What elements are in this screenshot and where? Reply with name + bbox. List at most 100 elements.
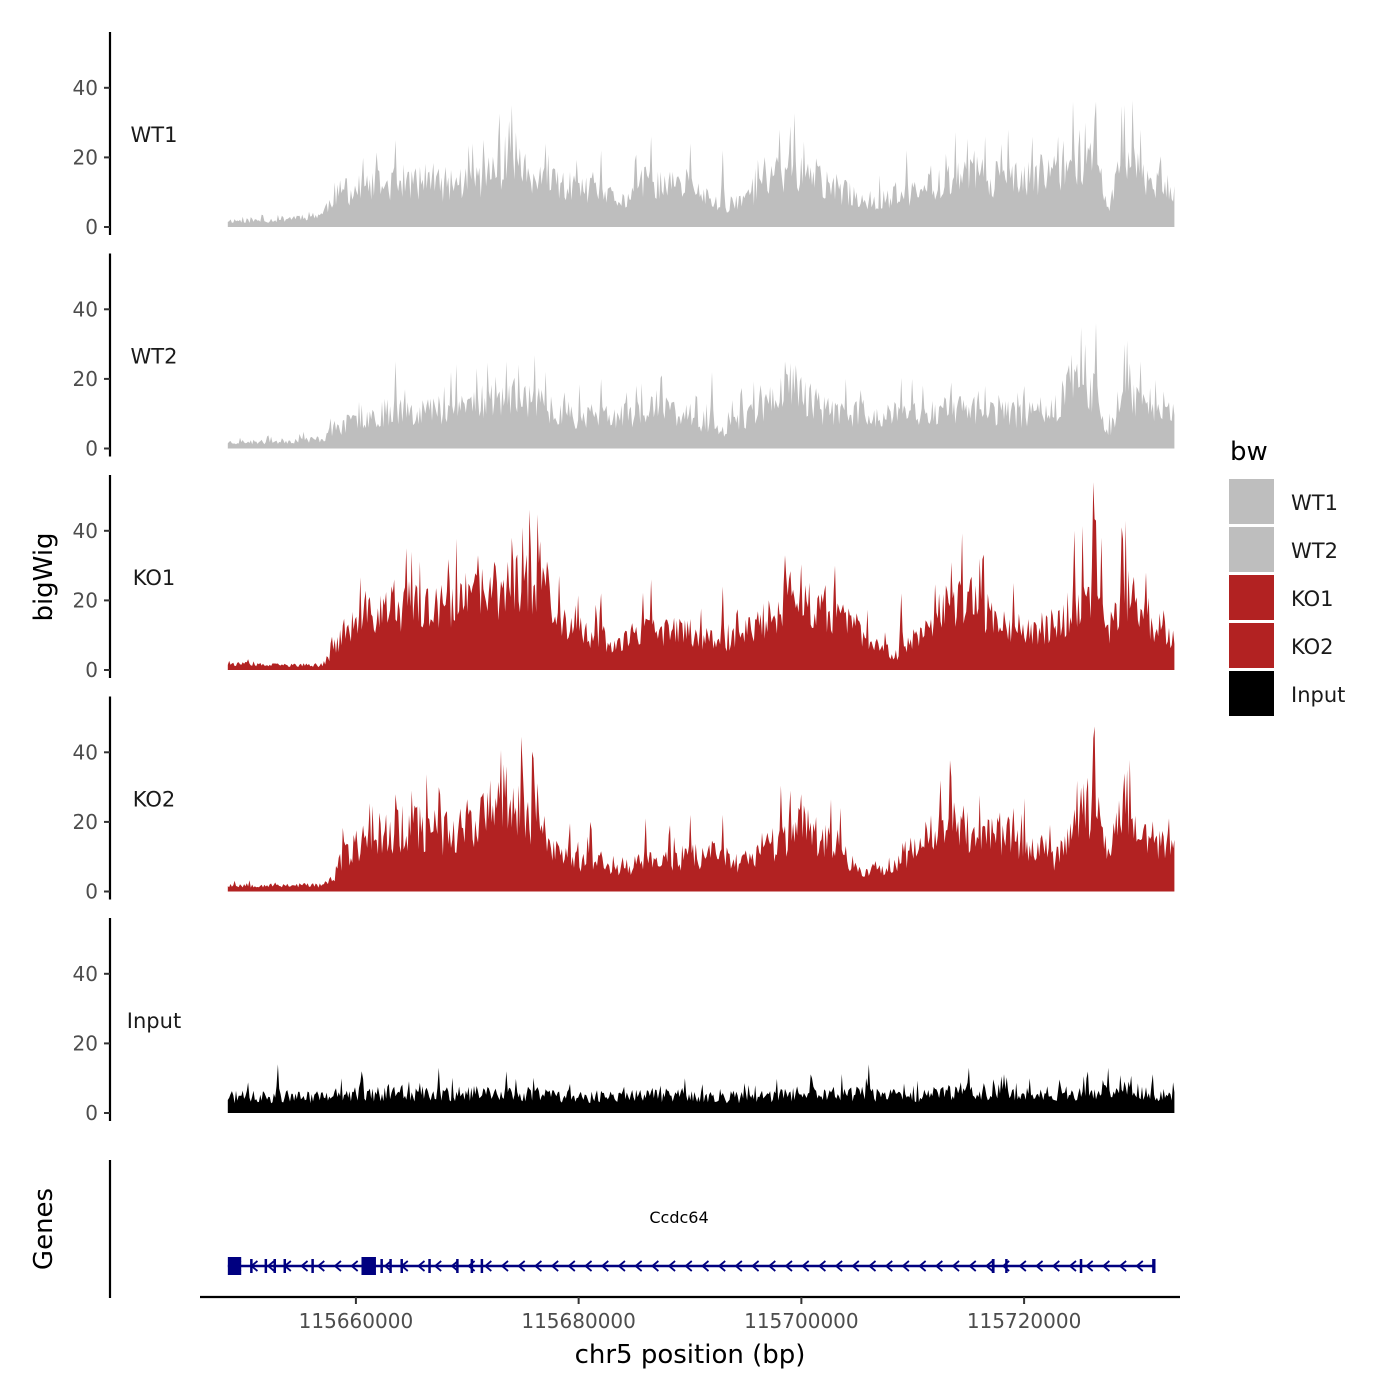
strand-arrow <box>600 1260 609 1272</box>
strand-arrow <box>734 1260 743 1272</box>
gene-exon <box>991 1259 995 1273</box>
strand-arrow <box>450 1260 459 1272</box>
gene-exon <box>311 1259 314 1273</box>
signal-area-wt2 <box>227 323 1175 449</box>
strand-arrow <box>266 1260 275 1272</box>
y-tick-label: 20 <box>73 588 98 612</box>
strand-arrow <box>851 1260 860 1272</box>
strand-arrow <box>483 1260 492 1272</box>
gene-exon <box>456 1259 459 1273</box>
strand-arrow <box>951 1260 960 1272</box>
y-tick-label: 40 <box>73 962 98 986</box>
x-tick-label: 115720000 <box>967 1309 1082 1333</box>
gene-exon <box>389 1259 392 1273</box>
strand-arrow <box>834 1260 843 1272</box>
legend-title: bw <box>1230 437 1268 467</box>
gene-exon <box>361 1257 376 1275</box>
gene-exon <box>470 1259 474 1273</box>
y-tick-label: 20 <box>73 367 98 391</box>
strand-arrow <box>550 1260 559 1272</box>
gene-exon <box>1152 1259 1156 1273</box>
gene-exon <box>273 1259 276 1273</box>
strand-arrow <box>717 1260 726 1272</box>
track-wt2: 0 20 40 WT2 <box>73 253 1175 461</box>
gene-track: Ccdc64 <box>108 1160 1156 1298</box>
strand-arrow <box>634 1260 643 1272</box>
y-axis-title: bigWig <box>29 532 59 621</box>
legend-label-ko2: KO2 <box>1291 635 1334 659</box>
strand-arrow <box>1085 1260 1094 1272</box>
y-tick-label: 40 <box>73 297 98 321</box>
strand-arrow <box>1118 1260 1127 1272</box>
strand-arrow <box>1035 1260 1044 1272</box>
gene-exon <box>227 1257 242 1275</box>
legend-key-ko1 <box>1229 575 1274 620</box>
y-tick-label: 0 <box>85 880 98 904</box>
gene-exon <box>250 1259 253 1273</box>
strand-arrow <box>433 1260 442 1272</box>
strand-arrow <box>901 1260 910 1272</box>
strand-arrow <box>985 1260 994 1272</box>
y-tick-label: 20 <box>73 810 98 834</box>
strand-arrow <box>350 1260 359 1272</box>
strand-arrow <box>584 1260 593 1272</box>
y-tick-label: 0 <box>85 658 98 682</box>
strand-arrow <box>918 1260 927 1272</box>
y-tick-label: 0 <box>85 1101 98 1125</box>
strand-arrow <box>701 1260 710 1272</box>
y-tick-label: 0 <box>85 437 98 461</box>
track-label-input: Input <box>127 1009 181 1033</box>
x-tick-label: 115680000 <box>521 1309 636 1333</box>
strand-arrow <box>567 1260 576 1272</box>
strand-arrow <box>818 1260 826 1272</box>
strand-arrow <box>1101 1260 1110 1272</box>
gene-exon <box>1079 1259 1083 1273</box>
gene-exon <box>480 1259 484 1273</box>
track-label-ko1: KO1 <box>133 566 176 590</box>
genes-axis-title: Genes <box>29 1188 59 1270</box>
track-label-wt1: WT1 <box>131 123 178 147</box>
gene-name-label: Ccdc64 <box>649 1208 708 1227</box>
y-tick-label: 40 <box>73 76 98 100</box>
track-input: 0 20 40 Input <box>73 918 1175 1125</box>
signal-area-input <box>227 1064 1175 1113</box>
gene-exon <box>400 1259 403 1273</box>
strand-arrow <box>751 1260 760 1272</box>
y-tick-label: 0 <box>85 215 98 239</box>
strand-arrow <box>333 1260 342 1272</box>
legend-key-ko2 <box>1229 623 1274 668</box>
legend-label-wt2: WT2 <box>1291 539 1338 563</box>
x-axis-title: chr5 position (bp) <box>575 1340 806 1370</box>
strand-arrow <box>617 1260 626 1272</box>
gene-exon <box>380 1259 383 1273</box>
track-ko2: 0 20 40 KO2 <box>73 696 1175 904</box>
legend-label-ko1: KO1 <box>1291 587 1334 611</box>
gene-exon <box>283 1259 287 1273</box>
gene-exon <box>264 1259 268 1273</box>
gene-exon <box>428 1259 431 1273</box>
strand-arrow <box>1135 1260 1144 1272</box>
strand-arrow <box>884 1260 893 1272</box>
y-tick-label: 20 <box>73 145 98 169</box>
x-tick-label: 115660000 <box>299 1309 414 1333</box>
signal-area-ko2 <box>227 726 1175 892</box>
strand-arrow <box>968 1260 977 1272</box>
strand-arrow <box>417 1260 426 1272</box>
signal-tracks: 0 20 40 WT1 0 20 40 WT2 0 20 40 KO1 0 20 40 KO2 0 20 40 Inp… <box>73 32 1175 1125</box>
strand-arrow <box>684 1260 693 1272</box>
legend-label-wt1: WT1 <box>1291 491 1338 515</box>
strand-arrow <box>767 1260 776 1272</box>
track-label-wt2: WT2 <box>131 345 178 369</box>
legend-label-input: Input <box>1291 683 1345 707</box>
y-tick-label: 20 <box>73 1031 98 1055</box>
legend-key-input <box>1229 671 1274 716</box>
strand-arrow <box>1051 1260 1060 1272</box>
track-label-ko2: KO2 <box>133 788 176 812</box>
y-tick-label: 40 <box>73 519 98 543</box>
gene-exon <box>1005 1259 1008 1273</box>
track-wt1: 0 20 40 WT1 <box>73 32 1175 239</box>
strand-arrow <box>1068 1260 1077 1272</box>
y-tick-label: 40 <box>73 740 98 764</box>
